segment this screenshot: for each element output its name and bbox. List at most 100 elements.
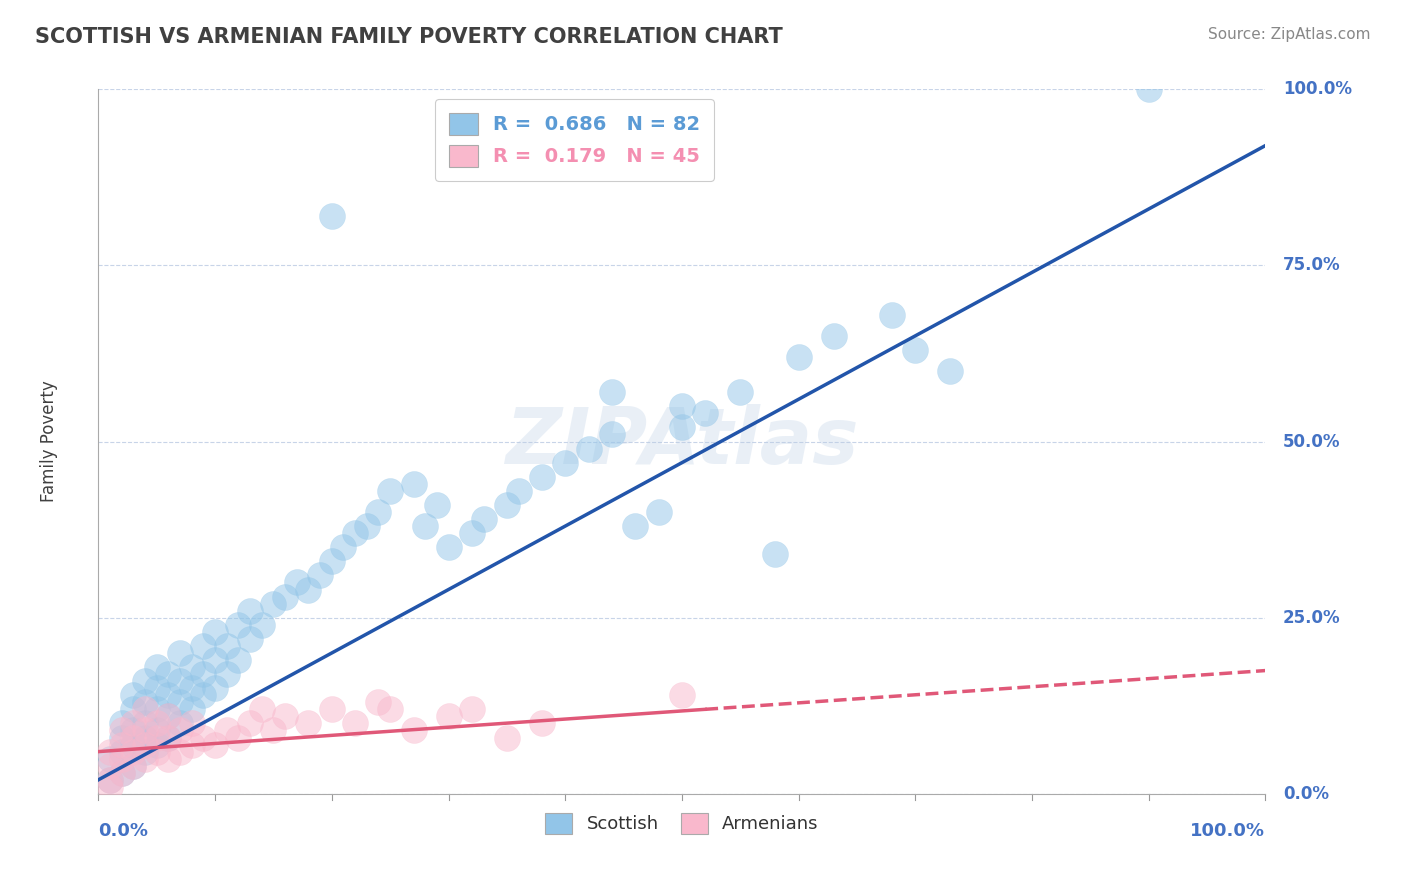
Point — [134, 751, 156, 765]
Point — [215, 667, 238, 681]
Text: 50.0%: 50.0% — [1282, 433, 1340, 450]
Point — [122, 688, 145, 702]
Point — [671, 688, 693, 702]
Point — [297, 716, 319, 731]
Point — [122, 758, 145, 772]
Point — [193, 639, 215, 653]
Point — [939, 364, 962, 378]
Point — [134, 745, 156, 759]
Point — [426, 498, 449, 512]
Point — [823, 328, 845, 343]
Point — [169, 723, 191, 738]
Point — [367, 695, 389, 709]
Point — [356, 519, 378, 533]
Point — [1137, 82, 1160, 96]
Point — [695, 406, 717, 420]
Point — [157, 667, 180, 681]
Point — [146, 702, 169, 716]
Point — [111, 765, 134, 780]
Text: Source: ZipAtlas.com: Source: ZipAtlas.com — [1208, 27, 1371, 42]
Point — [146, 745, 169, 759]
Point — [146, 731, 169, 745]
Point — [134, 702, 156, 716]
Point — [297, 582, 319, 597]
Point — [157, 709, 180, 723]
Text: 25.0%: 25.0% — [1282, 608, 1340, 627]
Point — [193, 667, 215, 681]
Point — [134, 674, 156, 689]
Point — [215, 639, 238, 653]
Point — [472, 512, 495, 526]
Point — [146, 738, 169, 752]
Point — [380, 702, 402, 716]
Point — [180, 702, 202, 716]
Point — [111, 745, 134, 759]
Point — [461, 702, 484, 716]
Point — [157, 731, 180, 745]
Text: 0.0%: 0.0% — [98, 822, 149, 840]
Point — [787, 350, 810, 364]
Point — [98, 758, 121, 772]
Point — [169, 674, 191, 689]
Point — [262, 597, 284, 611]
Point — [98, 745, 121, 759]
Point — [146, 681, 169, 696]
Point — [111, 751, 134, 765]
Point — [204, 738, 226, 752]
Point — [624, 519, 647, 533]
Point — [98, 772, 121, 787]
Point — [134, 738, 156, 752]
Point — [600, 427, 623, 442]
Point — [122, 758, 145, 772]
Point — [146, 660, 169, 674]
Point — [204, 681, 226, 696]
Point — [111, 738, 134, 752]
Point — [111, 723, 134, 738]
Point — [554, 456, 576, 470]
Point — [134, 695, 156, 709]
Point — [180, 660, 202, 674]
Point — [647, 505, 669, 519]
Point — [332, 541, 354, 555]
Point — [180, 738, 202, 752]
Point — [309, 568, 332, 582]
Point — [169, 695, 191, 709]
Point — [157, 731, 180, 745]
Point — [321, 209, 343, 223]
Text: 0.0%: 0.0% — [1282, 785, 1329, 803]
Point — [228, 653, 250, 667]
Point — [344, 716, 367, 731]
Point — [134, 716, 156, 731]
Point — [437, 709, 460, 723]
Point — [228, 617, 250, 632]
Point — [671, 420, 693, 434]
Point — [157, 751, 180, 765]
Point — [530, 469, 553, 483]
Point — [730, 385, 752, 400]
Point — [321, 554, 343, 568]
Point — [402, 723, 425, 738]
Point — [228, 731, 250, 745]
Point — [204, 653, 226, 667]
Point — [496, 498, 519, 512]
Point — [262, 723, 284, 738]
Point — [508, 483, 530, 498]
Point — [215, 723, 238, 738]
Point — [134, 731, 156, 745]
Legend: Scottish, Armenians: Scottish, Armenians — [534, 802, 830, 845]
Point — [157, 709, 180, 723]
Point — [169, 745, 191, 759]
Point — [239, 604, 262, 618]
Point — [250, 617, 273, 632]
Point — [763, 547, 786, 561]
Point — [461, 526, 484, 541]
Point — [146, 716, 169, 731]
Point — [180, 681, 202, 696]
Point — [496, 731, 519, 745]
Text: ZIPAtlas: ZIPAtlas — [505, 403, 859, 480]
Point — [367, 505, 389, 519]
Point — [111, 716, 134, 731]
Point — [204, 624, 226, 639]
Point — [169, 646, 191, 660]
Point — [157, 688, 180, 702]
